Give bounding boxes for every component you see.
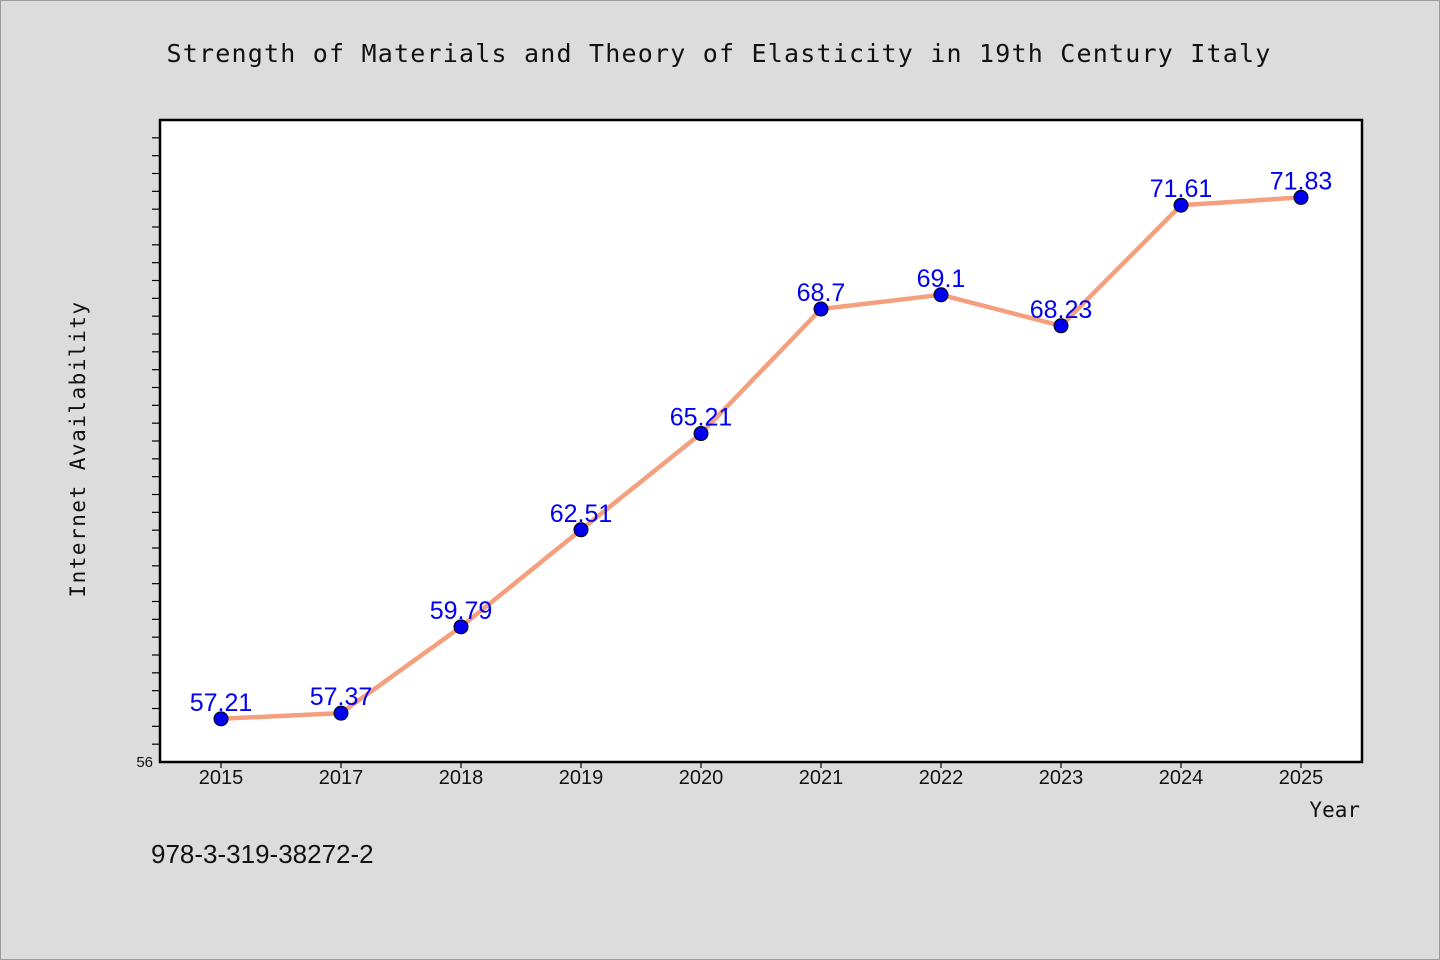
marker-2021 (813, 301, 829, 317)
plot-area (158, 118, 1364, 764)
marker-2020 (693, 426, 709, 442)
y-axis-label: Internet Availability (66, 300, 90, 597)
data-labels: 57.21 57.37 59.79 62.51 65.21 68.7 69.1 68.23 71… (190, 167, 1333, 716)
series-line (218, 195, 1304, 722)
marker-2019 (573, 522, 589, 538)
data-label-2020: 65.21 (670, 404, 733, 432)
marker-2017 (333, 705, 349, 721)
x-tick-label-2020: 2020 (679, 767, 724, 789)
data-label-2019: 62.51 (550, 500, 613, 528)
data-label-2023: 68.23 (1030, 296, 1093, 324)
x-tick-label-2021: 2021 (799, 767, 844, 789)
marker-2024 (1173, 197, 1189, 213)
x-tick-label-2024: 2024 (1159, 767, 1204, 789)
data-label-2015: 57.21 (190, 689, 253, 717)
x-tick-label-2018: 2018 (439, 767, 484, 789)
data-label-2024: 71.61 (1150, 175, 1213, 203)
x-tick-label-2017: 2017 (319, 767, 364, 789)
data-label-2017: 57.37 (310, 683, 373, 711)
data-label-2022: 69.1 (917, 265, 966, 293)
x-axis-ticks (220, 762, 1302, 768)
x-tick-label-2022: 2022 (919, 767, 964, 789)
marker-2018 (453, 619, 469, 635)
x-tick-label-2015: 2015 (199, 767, 244, 789)
data-label-2025: 71.83 (1270, 167, 1333, 195)
x-tick-label-2025: 2025 (1279, 767, 1324, 789)
y-axis-ticks (152, 137, 160, 745)
data-label-2018: 59.79 (430, 597, 493, 625)
x-axis-tick-labels: 2015 2017 2018 2019 2020 2021 2022 2023 2024 2025 (199, 767, 1324, 789)
x-tick-label-2019: 2019 (559, 767, 604, 789)
chart-title: Strength of Materials and Theory of Elas… (166, 39, 1271, 68)
x-axis-label: Year (1309, 798, 1360, 822)
marker-2015 (213, 711, 229, 727)
marker-2025 (1293, 189, 1309, 205)
series-markers (213, 189, 1309, 727)
y-tick-label-56: 56 (136, 754, 153, 771)
isbn-annotation: 978-3-319-38272-2 (151, 839, 374, 869)
marker-2023 (1053, 318, 1069, 334)
data-label-2021: 68.7 (797, 279, 846, 307)
marker-2022 (933, 287, 949, 303)
x-tick-label-2023: 2023 (1039, 767, 1084, 789)
